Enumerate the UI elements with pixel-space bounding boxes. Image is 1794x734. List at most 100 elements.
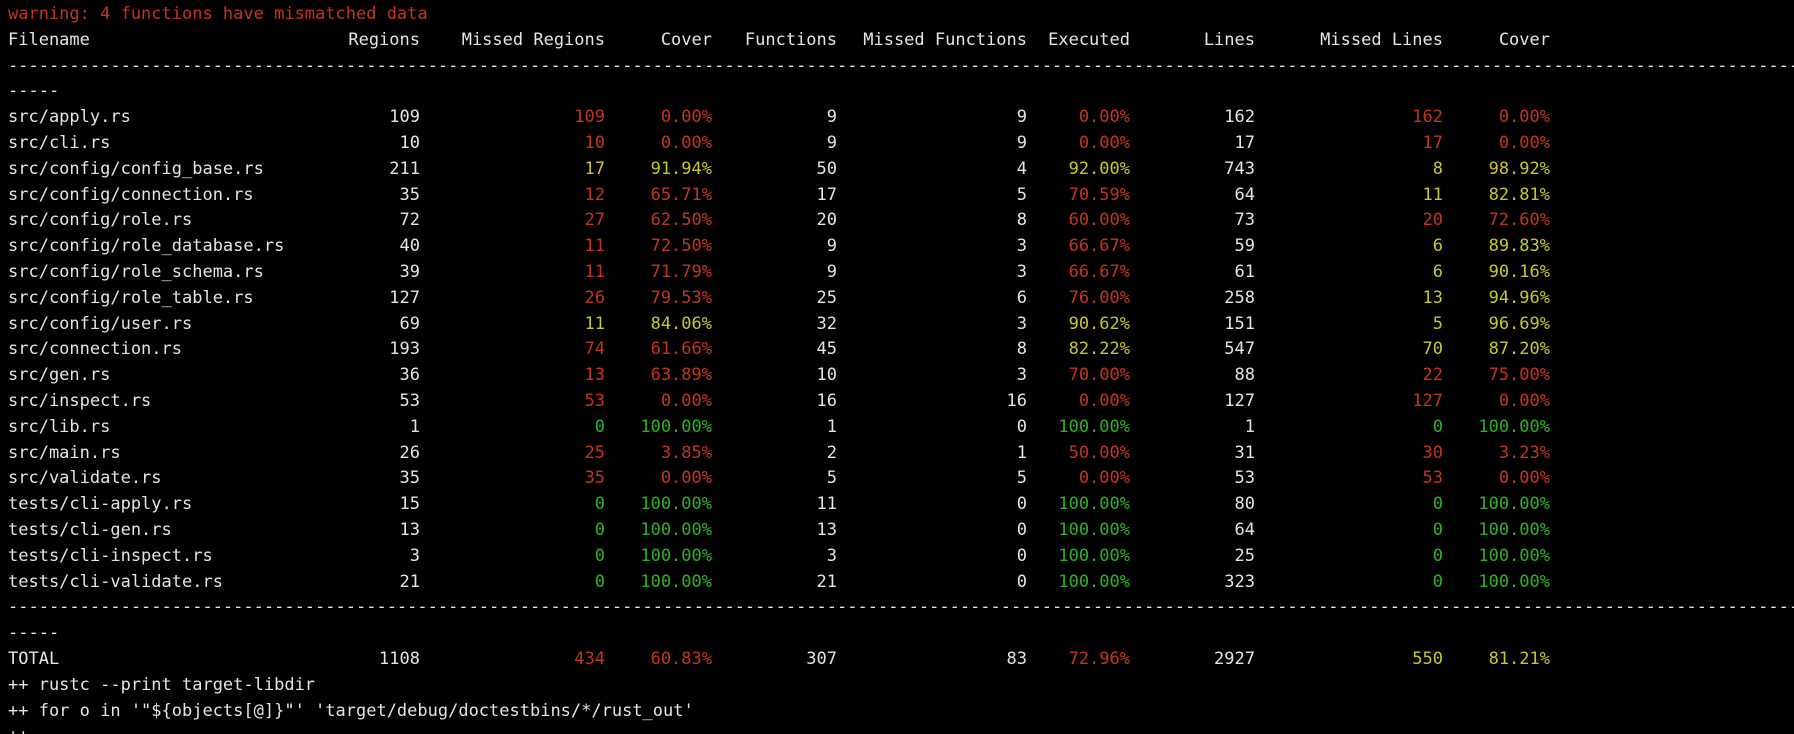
cell-regions: 13 [399, 519, 420, 540]
cell-region-cover: 100.00% [640, 494, 712, 515]
command-line-for: ++ for o in '"${objects[@]}"' 'target/de… [8, 700, 694, 721]
cell-missed-functions: 5 [1016, 184, 1027, 205]
cell-missed-functions: 83 [1006, 648, 1027, 669]
cell-lines: 547 [1224, 339, 1255, 360]
cell-filename: src/config/config_base.rs [8, 158, 264, 179]
cell-functions: 16 [816, 390, 837, 411]
cell-functions: 11 [816, 494, 837, 515]
coverage-row: src/lib.rs 1 0 100.00% 1 0 100.00% 1 0 100.00% [8, 415, 1550, 441]
cell-lines: 127 [1224, 390, 1255, 411]
cell-missed-functions: 0 [1016, 416, 1027, 437]
cell-executed: 100.00% [1058, 571, 1130, 592]
cell-missed-lines: 127 [1412, 390, 1443, 411]
cell-missed-regions: 11 [584, 236, 605, 257]
cell-missed-functions: 3 [1016, 236, 1027, 257]
cell-missed-functions: 16 [1006, 390, 1027, 411]
cell-lines: 73 [1234, 210, 1255, 231]
cell-missed-lines: 162 [1412, 107, 1443, 128]
separator-line-top: ----------------------------------------… [8, 55, 1794, 76]
cell-missed-lines: 0 [1432, 494, 1443, 515]
col-header-executed: Executed [1048, 29, 1130, 50]
cell-functions: 2 [826, 442, 837, 463]
cell-functions: 25 [816, 287, 837, 308]
cell-lines: 25 [1234, 545, 1255, 566]
cell-line-cover: 98.92% [1488, 158, 1550, 179]
cell-functions: 9 [826, 107, 837, 128]
cell-missed-functions: 5 [1016, 468, 1027, 489]
cell-line-cover: 96.69% [1488, 313, 1550, 334]
cell-regions: 39 [399, 261, 420, 282]
col-header-filename: Filename [8, 29, 90, 50]
cell-lines: 64 [1234, 519, 1255, 540]
cell-missed-lines: 0 [1432, 519, 1443, 540]
coverage-row: src/validate.rs 35 35 0.00% 5 5 0.00% 53 53 0.00% [8, 466, 1550, 492]
cell-filename: tests/cli-apply.rs [8, 494, 193, 515]
cell-regions: 1108 [379, 648, 420, 669]
col-header-line-cover: Cover [1498, 29, 1550, 50]
cell-regions: 53 [399, 390, 420, 411]
coverage-row: tests/cli-gen.rs 13 0 100.00% 13 0 100.00% 64 0 1… [8, 518, 1550, 544]
cell-executed: 60.00% [1068, 210, 1130, 231]
cell-executed: 92.00% [1068, 158, 1130, 179]
cell-filename: src/apply.rs [8, 107, 131, 128]
cell-executed: 76.00% [1068, 287, 1130, 308]
cell-line-cover: 82.81% [1488, 184, 1550, 205]
cell-lines: 162 [1224, 107, 1255, 128]
cell-regions: 127 [389, 287, 420, 308]
cell-line-cover: 75.00% [1488, 365, 1550, 386]
cell-region-cover: 100.00% [640, 545, 712, 566]
coverage-rows: src/apply.rs 109 109 0.00% 9 9 0.00% 162 162 0.00… [8, 105, 1794, 595]
cell-region-cover: 0.00% [660, 132, 712, 153]
cell-missed-lines: 5 [1432, 313, 1443, 334]
cell-filename: src/cli.rs [8, 132, 111, 153]
cell-region-cover: 0.00% [660, 390, 712, 411]
coverage-row: src/cli.rs 10 10 0.00% 9 9 0.00% 17 17 0.00% [8, 131, 1550, 157]
cell-region-cover: 65.71% [650, 184, 712, 205]
cell-filename: src/config/connection.rs [8, 184, 254, 205]
cell-lines: 258 [1224, 287, 1255, 308]
cell-regions: 1 [409, 416, 420, 437]
cell-functions: 50 [816, 158, 837, 179]
cell-filename: src/config/role_schema.rs [8, 261, 264, 282]
cell-missed-functions: 1 [1016, 442, 1027, 463]
cell-missed-regions: 74 [584, 339, 605, 360]
cell-missed-regions: 10 [584, 132, 605, 153]
cell-missed-regions: 109 [574, 107, 605, 128]
cell-missed-functions: 9 [1016, 107, 1027, 128]
cell-missed-regions: 25 [584, 442, 605, 463]
cell-region-cover: 60.83% [650, 648, 712, 669]
cell-functions: 45 [816, 339, 837, 360]
coverage-row: src/config/role.rs 72 27 62.50% 20 8 60.00% 73 2… [8, 208, 1550, 234]
cell-executed: 100.00% [1058, 494, 1130, 515]
cell-functions: 307 [806, 648, 837, 669]
cell-missed-lines: 8 [1432, 158, 1443, 179]
cell-missed-lines: 6 [1432, 261, 1443, 282]
cell-regions: 69 [399, 313, 420, 334]
cell-functions: 13 [816, 519, 837, 540]
table-header: Filename Regions Missed Regions Cover Fu… [8, 28, 1550, 54]
warning-line: warning: 4 functions have mismatched dat… [8, 4, 428, 24]
cell-missed-lines: 17 [1422, 132, 1443, 153]
cell-functions: 9 [826, 261, 837, 282]
cell-filename: tests/cli-validate.rs [8, 571, 223, 592]
col-header-lines: Lines [1203, 29, 1255, 50]
total-row: TOTAL 1108 434 60.83% 307 83 72.96% 2927 550 81.2… [8, 647, 1550, 673]
cell-executed: 100.00% [1058, 416, 1130, 437]
cell-filename: tests/cli-gen.rs [8, 519, 172, 540]
cell-line-cover: 94.96% [1488, 287, 1550, 308]
cell-executed: 100.00% [1058, 519, 1130, 540]
cell-missed-lines: 550 [1412, 648, 1443, 669]
cell-missed-regions: 0 [594, 545, 605, 566]
cell-filename: src/gen.rs [8, 365, 111, 386]
cell-missed-regions: 434 [574, 648, 605, 669]
cell-lines: 88 [1234, 365, 1255, 386]
cell-regions: 211 [389, 158, 420, 179]
command-line-partial: ++ [8, 724, 1794, 734]
cell-lines: 1 [1244, 416, 1255, 437]
cell-filename: src/config/role_table.rs [8, 287, 254, 308]
cell-filename: src/config/user.rs [8, 313, 193, 334]
cell-missed-lines: 0 [1432, 416, 1443, 437]
cell-missed-lines: 70 [1422, 339, 1443, 360]
col-header-functions: Functions [744, 29, 837, 50]
